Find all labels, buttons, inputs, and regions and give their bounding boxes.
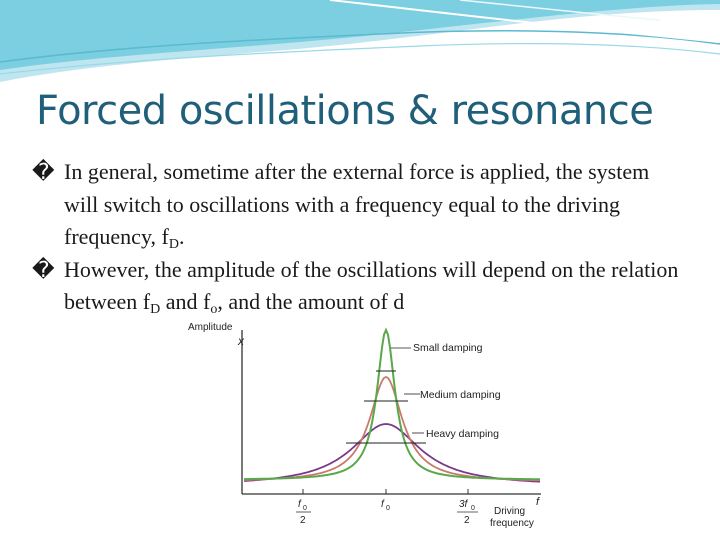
subscript-o: o	[210, 302, 218, 317]
x-axis-label-2: frequency	[490, 518, 534, 529]
bullet-item: � In general, sometime after the externa…	[32, 156, 682, 254]
subscript-d: D	[168, 237, 179, 252]
tick-label-num: f	[298, 499, 302, 510]
bullet-glyph-icon: �	[32, 256, 55, 282]
y-axis-label: Amplitude	[188, 322, 233, 333]
slide-title: Forced oscillations & resonance	[36, 88, 654, 134]
label-heavy-damping: Heavy damping	[426, 428, 499, 440]
bullet-glyph-icon: �	[32, 159, 55, 184]
x-tick-f0: f 0	[381, 489, 390, 512]
tick-label-sub: 0	[471, 505, 475, 512]
bullet-list: � In general, sometime after the externa…	[32, 156, 682, 319]
label-medium-damping: Medium damping	[420, 389, 501, 401]
x-tick-half: f 0 2	[296, 489, 311, 526]
small-damping-curve	[244, 327, 540, 481]
bandwidth-markers	[346, 370, 426, 444]
y-axis-symbol: x	[237, 334, 245, 348]
tick-label-num: 3f	[459, 499, 469, 510]
resonance-figure: Amplitude x f Driving frequency f 0 2 f …	[186, 318, 556, 533]
tick-label-den: 2	[300, 515, 306, 526]
header-wave-decoration	[0, 0, 720, 82]
tick-label-num: f	[381, 499, 385, 510]
bullet-text-end: .	[178, 224, 185, 249]
label-small-damping: Small damping	[413, 342, 483, 354]
bullet-text: However, the amplitude of the oscillatio…	[64, 256, 679, 315]
x-axis-symbol: f	[536, 496, 540, 508]
bullet-text-end: , and the amount of d	[217, 289, 405, 314]
bullet-text-mid: and f	[160, 289, 211, 314]
subscript-d: D	[150, 302, 161, 317]
curve-label-group: Small damping Medium damping Heavy dampi…	[391, 342, 501, 440]
tick-label-sub: 0	[303, 505, 307, 512]
tick-label-den: 2	[464, 515, 470, 526]
x-axis-label-1: Driving	[494, 506, 525, 517]
bullet-text: In general, sometime after the external …	[64, 159, 650, 249]
tick-label-sub: 0	[386, 505, 390, 512]
bullet-item: � However, the amplitude of the oscillat…	[32, 254, 682, 319]
resonance-curves-svg: Amplitude x f Driving frequency f 0 2 f …	[188, 322, 541, 529]
x-tick-three-halves: 3f 0 2	[457, 489, 478, 526]
